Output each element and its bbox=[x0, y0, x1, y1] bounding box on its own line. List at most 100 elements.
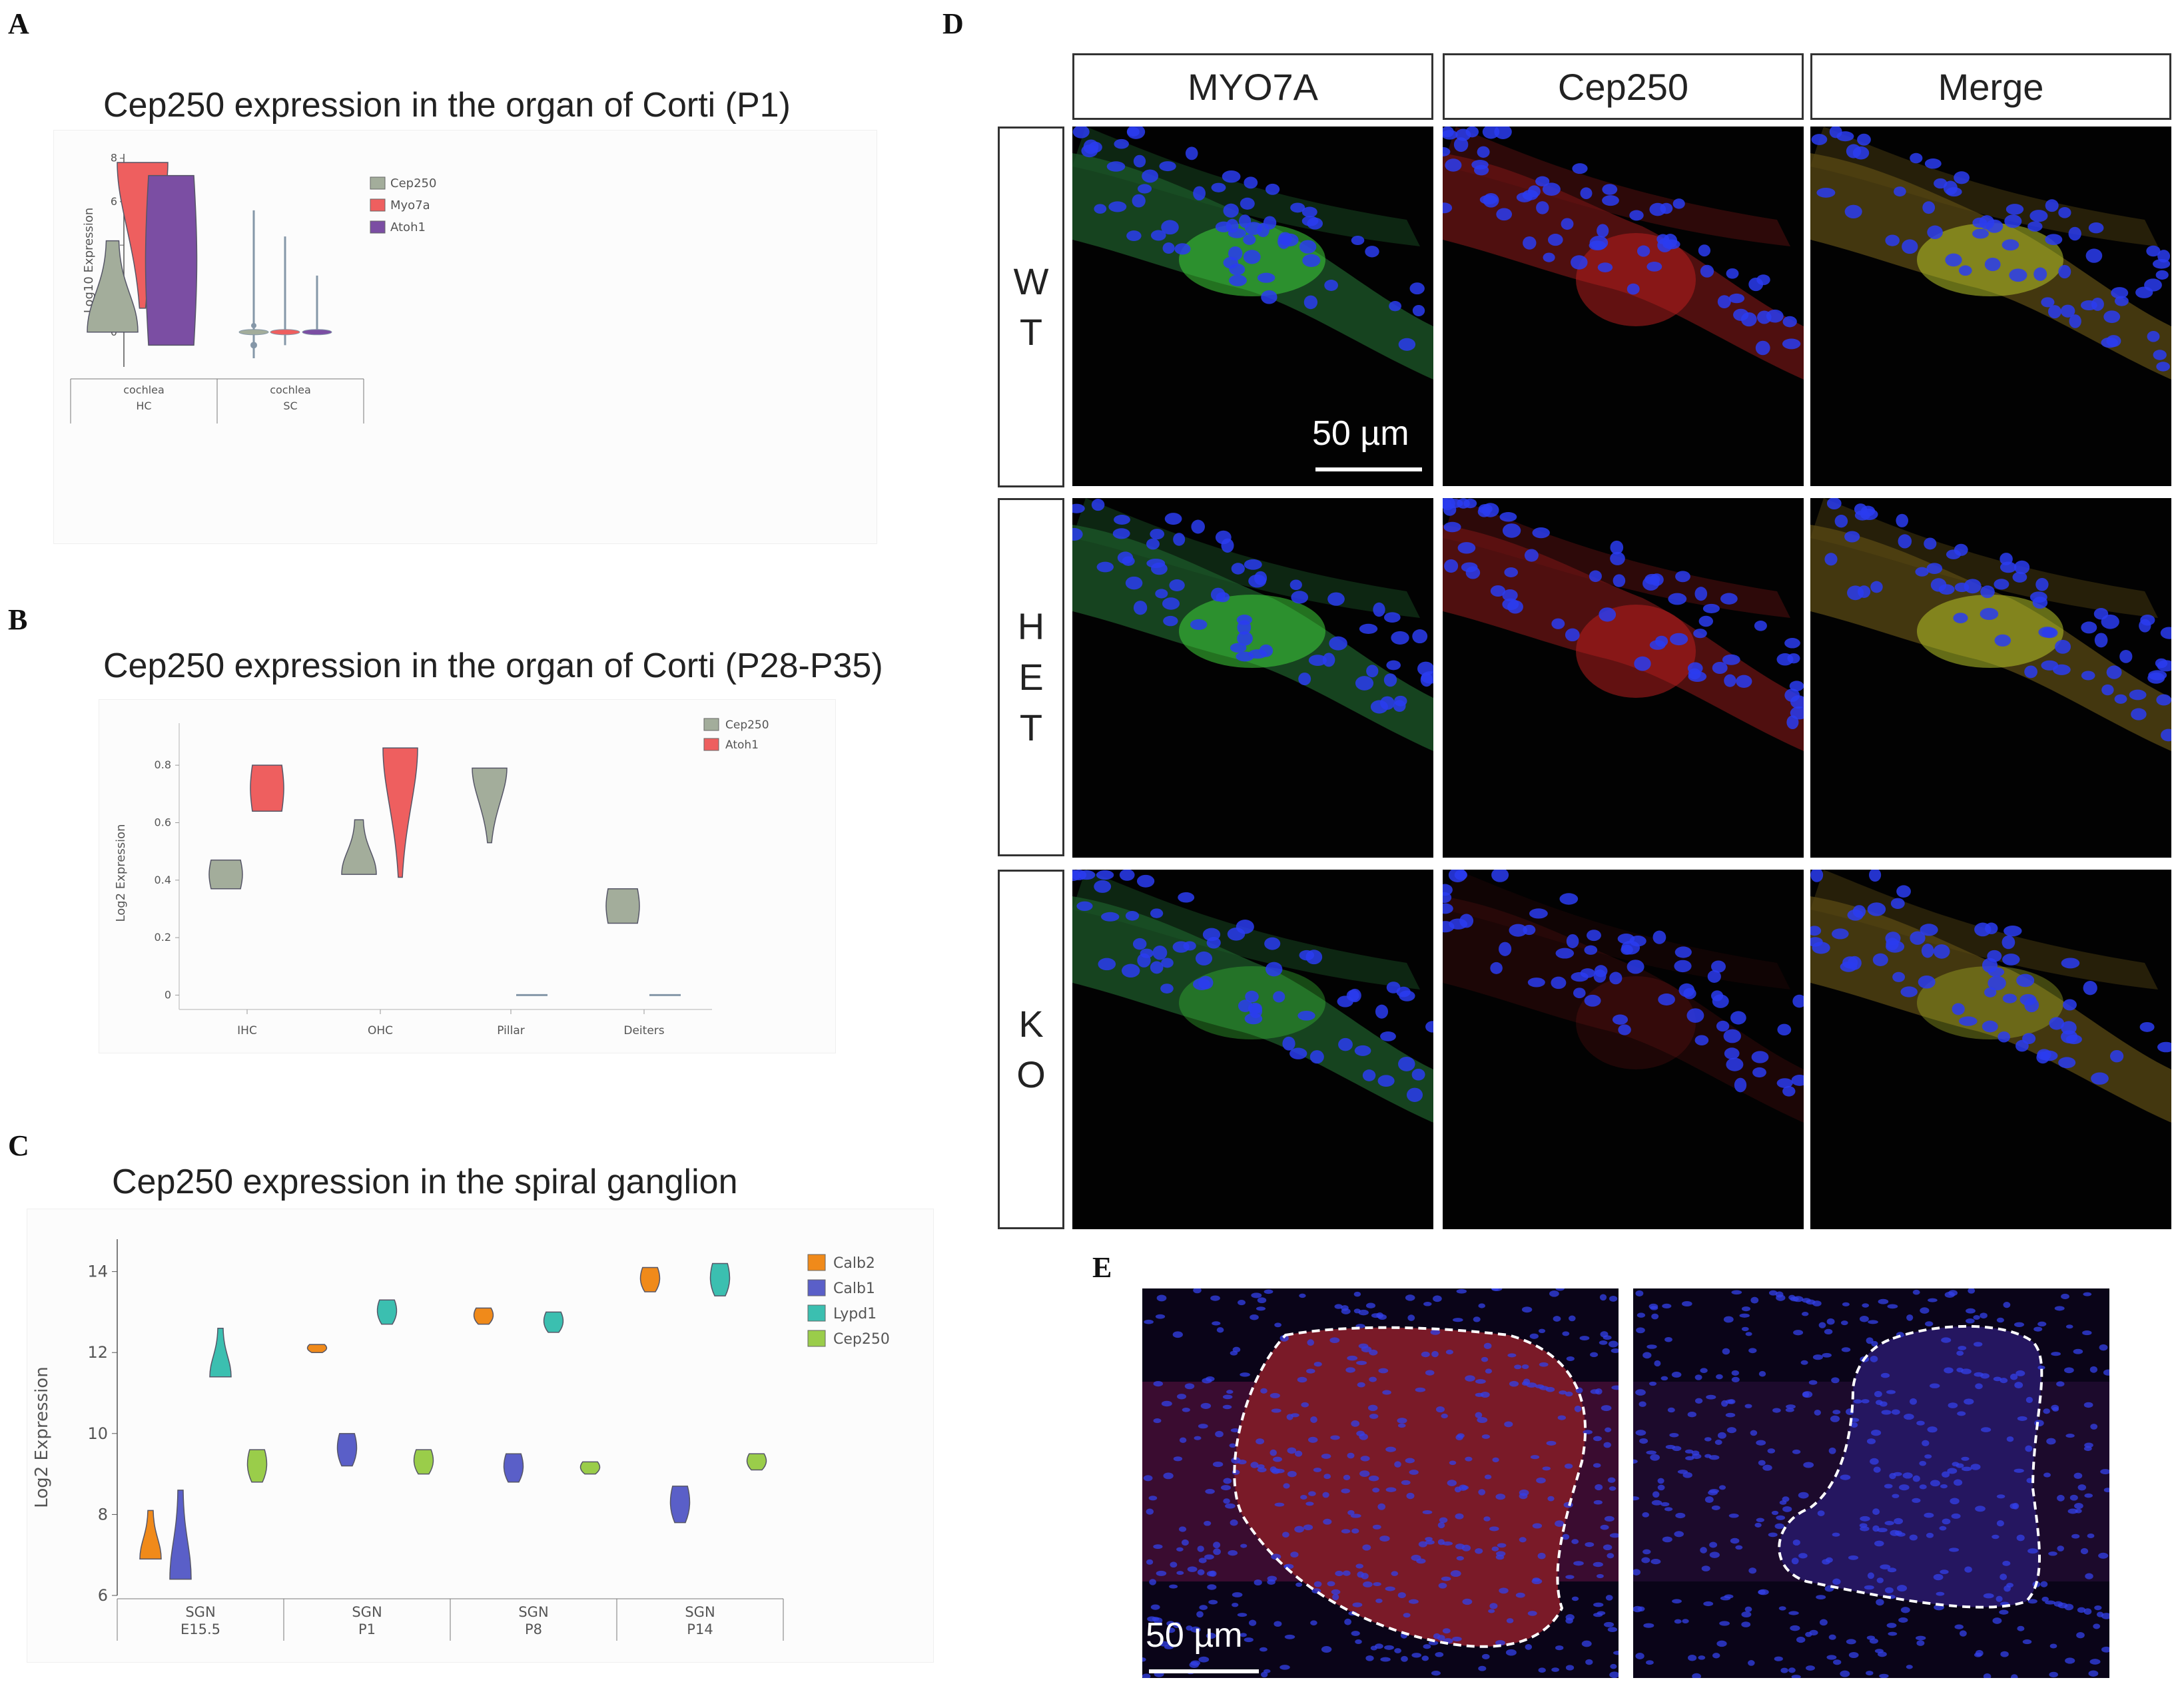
nucleus bbox=[1194, 1436, 1202, 1440]
nucleus bbox=[1757, 310, 1772, 324]
nucleus bbox=[2156, 694, 2171, 706]
nucleus bbox=[1571, 972, 1589, 982]
nucleus bbox=[1497, 1543, 1507, 1548]
nucleus bbox=[1243, 250, 1261, 264]
nucleus bbox=[2085, 1573, 2093, 1579]
nucleus bbox=[2083, 1608, 2092, 1615]
nucleus bbox=[1179, 1437, 1187, 1443]
nucleus bbox=[1748, 1660, 1755, 1666]
nucleus bbox=[1814, 1409, 1822, 1416]
nucleus bbox=[1700, 264, 1714, 278]
nucleus bbox=[1369, 1414, 1379, 1419]
nucleus bbox=[1870, 1458, 1879, 1465]
nucleus bbox=[1222, 1394, 1233, 1400]
nucleus bbox=[1996, 1595, 2003, 1602]
nucleus bbox=[1405, 1294, 1415, 1301]
nucleus bbox=[1607, 1553, 1615, 1559]
nucleus bbox=[1425, 1540, 1435, 1545]
nucleus bbox=[2090, 1424, 2098, 1430]
nucleus bbox=[1211, 182, 1226, 192]
nucleus bbox=[1251, 1292, 1262, 1298]
nucleus bbox=[1910, 931, 1926, 945]
nucleus bbox=[1627, 960, 1644, 974]
nucleus bbox=[1597, 224, 1609, 238]
nucleus bbox=[1146, 558, 1166, 569]
nucleus bbox=[1244, 1637, 1254, 1643]
nucleus bbox=[1506, 1618, 1514, 1623]
micrograph-het-merge bbox=[1810, 498, 2171, 858]
nucleus bbox=[1916, 1640, 1925, 1646]
nucleus bbox=[1220, 1485, 1232, 1491]
nucleus bbox=[1723, 1029, 1741, 1043]
nucleus bbox=[1416, 1558, 1426, 1564]
column-header-cep250: Cep250 bbox=[1443, 53, 1804, 120]
chart-b-title: Cep250 expression in the organ of Corti … bbox=[103, 647, 883, 685]
nucleus bbox=[1894, 186, 1906, 197]
nucleus bbox=[1671, 1371, 1682, 1378]
nucleus bbox=[2057, 1546, 2064, 1551]
nucleus bbox=[1484, 1474, 1492, 1480]
nucleus bbox=[1287, 1447, 1297, 1454]
nucleus bbox=[2093, 1623, 2101, 1629]
nucleus bbox=[2065, 1324, 2073, 1329]
nucleus bbox=[2016, 1534, 2025, 1542]
nucleus bbox=[1664, 1336, 1672, 1342]
nucleus bbox=[1924, 537, 1937, 550]
nucleus bbox=[1355, 676, 1374, 691]
nucleus bbox=[1465, 1456, 1473, 1462]
nucleus bbox=[1477, 506, 1491, 517]
x-group-label: cochlea bbox=[270, 384, 311, 396]
nucleus bbox=[1490, 962, 1503, 974]
nucleus bbox=[1662, 239, 1680, 250]
nucleus bbox=[1665, 1444, 1676, 1450]
nucleus bbox=[1406, 1492, 1415, 1500]
legend-label: Atoh1 bbox=[390, 220, 426, 234]
nucleus bbox=[2043, 1472, 2051, 1478]
nucleus bbox=[1176, 1394, 1187, 1400]
y-tick-label: 8 bbox=[111, 152, 117, 164]
nucleus bbox=[1846, 1639, 1856, 1645]
violin-cep250-p8 bbox=[579, 1461, 601, 1475]
nucleus bbox=[1394, 1648, 1401, 1653]
nucleus bbox=[1565, 1575, 1575, 1579]
violin-calb1-e15.5 bbox=[169, 1490, 192, 1580]
cell-cluster bbox=[1179, 966, 1325, 1039]
nucleus bbox=[1223, 1478, 1232, 1484]
nucleus bbox=[1722, 1348, 1730, 1355]
nucleus bbox=[1072, 503, 1085, 513]
nucleus bbox=[1627, 283, 1640, 295]
nucleus bbox=[1397, 1592, 1406, 1599]
nucleus bbox=[2083, 981, 2097, 995]
nucleus bbox=[1566, 1356, 1575, 1361]
nucleus bbox=[1254, 1579, 1262, 1586]
nucleus bbox=[2027, 1599, 2037, 1604]
nucleus bbox=[2003, 925, 2022, 937]
nucleus bbox=[1711, 1505, 1720, 1510]
nucleus bbox=[1114, 515, 1130, 525]
nucleus bbox=[1257, 1297, 1267, 1304]
nucleus bbox=[1912, 1289, 1920, 1295]
nucleus bbox=[1423, 1302, 1432, 1306]
nucleus bbox=[1857, 133, 1871, 146]
nucleus bbox=[1335, 1570, 1343, 1577]
nucleus bbox=[1595, 1388, 1603, 1395]
nucleus bbox=[1940, 1484, 1948, 1489]
nucleus bbox=[1499, 942, 1512, 956]
nucleus bbox=[1240, 1372, 1250, 1377]
nucleus bbox=[1771, 1510, 1779, 1516]
nucleus bbox=[1229, 274, 1247, 286]
nucleus bbox=[1950, 1498, 1960, 1505]
nucleus bbox=[1828, 1447, 1836, 1454]
nucleus bbox=[1904, 1414, 1914, 1420]
row-label-wt-char: T bbox=[1019, 311, 1043, 353]
nucleus bbox=[1260, 1388, 1268, 1394]
nucleus bbox=[2083, 1402, 2093, 1408]
chart-a-box: 02468Log10 ExpressioncochleaHCcochleaSCC… bbox=[53, 130, 877, 544]
nucleus bbox=[1657, 1484, 1665, 1491]
nucleus bbox=[1551, 618, 1565, 629]
nucleus bbox=[1477, 1416, 1488, 1424]
nucleus bbox=[1366, 665, 1379, 678]
nucleus bbox=[1694, 1035, 1709, 1045]
nucleus bbox=[1852, 905, 1866, 918]
nucleus bbox=[1758, 1589, 1769, 1595]
